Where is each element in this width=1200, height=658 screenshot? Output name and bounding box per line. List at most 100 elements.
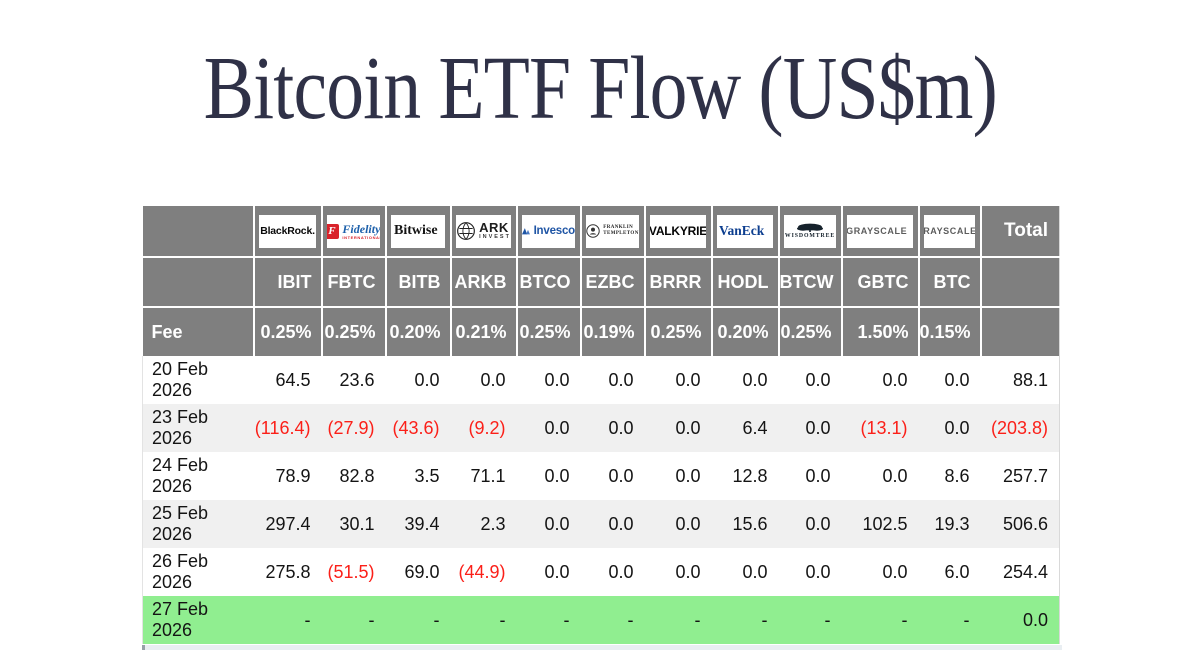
page: Bitcoin ETF Flow (US$m) BlackRock.: [0, 44, 1200, 658]
corner-blank-cell: [142, 206, 254, 257]
date-cell: 20 Feb 2026: [142, 356, 254, 404]
date-cell: 26 Feb 2026: [142, 548, 254, 596]
flow-value-cell: 3.5: [414, 465, 440, 486]
etf-flow-table: BlackRock. F Fidelity INTERNATIONAL: [142, 206, 1060, 644]
ark-globe-icon: [457, 222, 475, 240]
fee-row: Fee 0.25% 0.25% 0.20% 0.21% 0.25% 0.19% …: [142, 306, 1060, 356]
col-header-fidelity: F Fidelity INTERNATIONAL: [320, 206, 386, 257]
franklin-templeton-logo: FRANKLIN TEMPLETON: [586, 214, 639, 248]
flow-value-cell: -: [304, 609, 311, 630]
flow-value-cell: 0.0: [544, 369, 570, 390]
fee-hodl: 0.20%: [710, 306, 779, 356]
flow-value-cell: 0.0: [742, 561, 768, 582]
flow-value-cell: 23.6: [339, 369, 375, 390]
col-header-vaneck: VanEck ®: [710, 206, 779, 257]
flow-value-cell: 0.0: [608, 513, 634, 534]
fee-btcw: 0.25%: [777, 306, 842, 356]
flow-value-cell: 6.0: [944, 561, 970, 582]
table-row: 20 Feb 2026 64.5 23.6 0.0 0.0 0.0 0.0 0.0 0.0 0.0…: [142, 356, 1060, 404]
bitwise-trademark: ’: [440, 228, 442, 234]
flow-value-cell: 0.0: [544, 513, 570, 534]
ticker-ezbc: EZBC: [579, 256, 645, 307]
flow-value-cell: 82.8: [339, 465, 375, 486]
col-header-wisdomtree: WISDOMTREE: [777, 206, 842, 257]
provider-logo-row: BlackRock. F Fidelity INTERNATIONAL: [142, 206, 1060, 257]
flow-value-cell: 0.0: [675, 561, 701, 582]
fidelity-subtext: INTERNATIONAL: [342, 234, 380, 240]
flow-value-cell: 0.0: [882, 465, 908, 486]
total-value-cell: 257.7: [1002, 465, 1048, 486]
grayscale-logo: GRAYSCALE ®: [847, 214, 913, 248]
flow-value-cell: 15.6: [732, 513, 768, 534]
grayscale-mini-wordmark: GRAYSCALE: [924, 226, 975, 236]
col-header-grayscale-btc: GRAYSCALE®: [917, 206, 981, 257]
horizontal-scrollbar[interactable]: [142, 645, 1062, 650]
ark-subtext: INVEST: [479, 234, 511, 241]
flow-value-cell: 19.3: [934, 513, 970, 534]
ticker-btco: BTCO: [515, 256, 581, 307]
flow-value-cell: 0.0: [544, 417, 570, 438]
flow-value-cell: (44.9): [458, 561, 506, 582]
blackrock-logo: BlackRock.: [259, 214, 316, 248]
total-value-cell: 506.6: [1002, 513, 1048, 534]
flow-value-cell: 0.0: [675, 369, 701, 390]
flow-value-cell: 0.0: [608, 561, 634, 582]
flow-value-cell: 102.5: [862, 513, 908, 534]
page-title: Bitcoin ETF Flow (US$m): [0, 44, 1200, 134]
flow-value-cell: -: [433, 609, 440, 630]
wisdomtree-wordmark: WISDOMTREE: [784, 233, 836, 240]
total-value-cell: 88.1: [1012, 369, 1048, 390]
wisdomtree-logo: WISDOMTREE: [784, 214, 836, 248]
ticker-ibit: IBIT: [252, 256, 322, 307]
flow-value-cell: 0.0: [608, 369, 634, 390]
flow-value-cell: -: [901, 609, 908, 630]
flow-value-cell: (13.1): [860, 417, 908, 438]
date-cell: 24 Feb 2026: [142, 452, 254, 500]
fidelity-logo: F Fidelity INTERNATIONAL: [327, 214, 380, 248]
ticker-hodl: HODL: [710, 256, 779, 307]
col-header-grayscale-gbtc: GRAYSCALE ®: [840, 206, 919, 257]
valkyrie-logo: VALKYRIE: [650, 214, 706, 248]
flow-value-cell: 0.0: [675, 417, 701, 438]
flow-value-cell: -: [824, 609, 831, 630]
col-header-blackrock: BlackRock.: [252, 206, 322, 257]
flow-value-cell: 0.0: [675, 465, 701, 486]
fee-btco: 0.25%: [515, 306, 581, 356]
table-row: 24 Feb 2026 78.9 82.8 3.5 71.1 0.0 0.0 0.0 12.8 0…: [142, 452, 1060, 500]
ticker-brrr: BRRR: [643, 256, 712, 307]
vaneck-logo: VanEck ®: [717, 214, 773, 248]
fidelity-wordmark: Fidelity: [342, 221, 380, 236]
total-value-cell: 254.4: [1002, 561, 1048, 582]
col-header-bitwise: Bitwise’: [384, 206, 451, 257]
flow-value-cell: 64.5: [275, 369, 311, 390]
ticker-btc: BTC: [917, 256, 981, 307]
ark-wordmark: ARK: [479, 220, 509, 236]
grayscale-trademark: ®: [910, 228, 913, 234]
flow-value-cell: 12.8: [732, 465, 768, 486]
col-header-valkyrie: VALKYRIE: [643, 206, 712, 257]
grayscale-mini-logo: GRAYSCALE®: [924, 214, 975, 248]
flow-value-cell: 2.3: [480, 513, 506, 534]
bitwise-logo: Bitwise’: [391, 214, 445, 248]
fidelity-f-icon: F: [327, 223, 340, 239]
flow-value-cell: 8.6: [944, 465, 970, 486]
flow-value-cell: -: [963, 609, 970, 630]
flow-value-cell: 0.0: [544, 561, 570, 582]
table-body: 20 Feb 2026 64.5 23.6 0.0 0.0 0.0 0.0 0.0 0.0 0.0…: [142, 356, 1060, 644]
ticker-arkb: ARKB: [449, 256, 517, 307]
flow-value-cell: 0.0: [805, 417, 831, 438]
table-row: 23 Feb 2026 (116.4) (27.9) (43.6) (9.2) 0.0 0.…: [142, 404, 1060, 452]
flow-value-cell: 0.0: [944, 369, 970, 390]
fee-fbtc: 0.25%: [320, 306, 386, 356]
total-value-cell: (203.8): [990, 417, 1048, 438]
total-value-cell: 0.0: [1022, 609, 1048, 630]
flow-value-cell: 0.0: [742, 369, 768, 390]
ticker-btcw: BTCW: [777, 256, 842, 307]
flow-value-cell: 78.9: [275, 465, 311, 486]
flow-value-cell: 30.1: [339, 513, 375, 534]
total-column-header: Total: [979, 206, 1060, 257]
flow-value-cell: 297.4: [265, 513, 311, 534]
flow-value-cell: -: [694, 609, 701, 630]
page-title-text: Bitcoin ETF Flow (US$m): [203, 39, 997, 138]
flow-value-cell: 0.0: [882, 561, 908, 582]
